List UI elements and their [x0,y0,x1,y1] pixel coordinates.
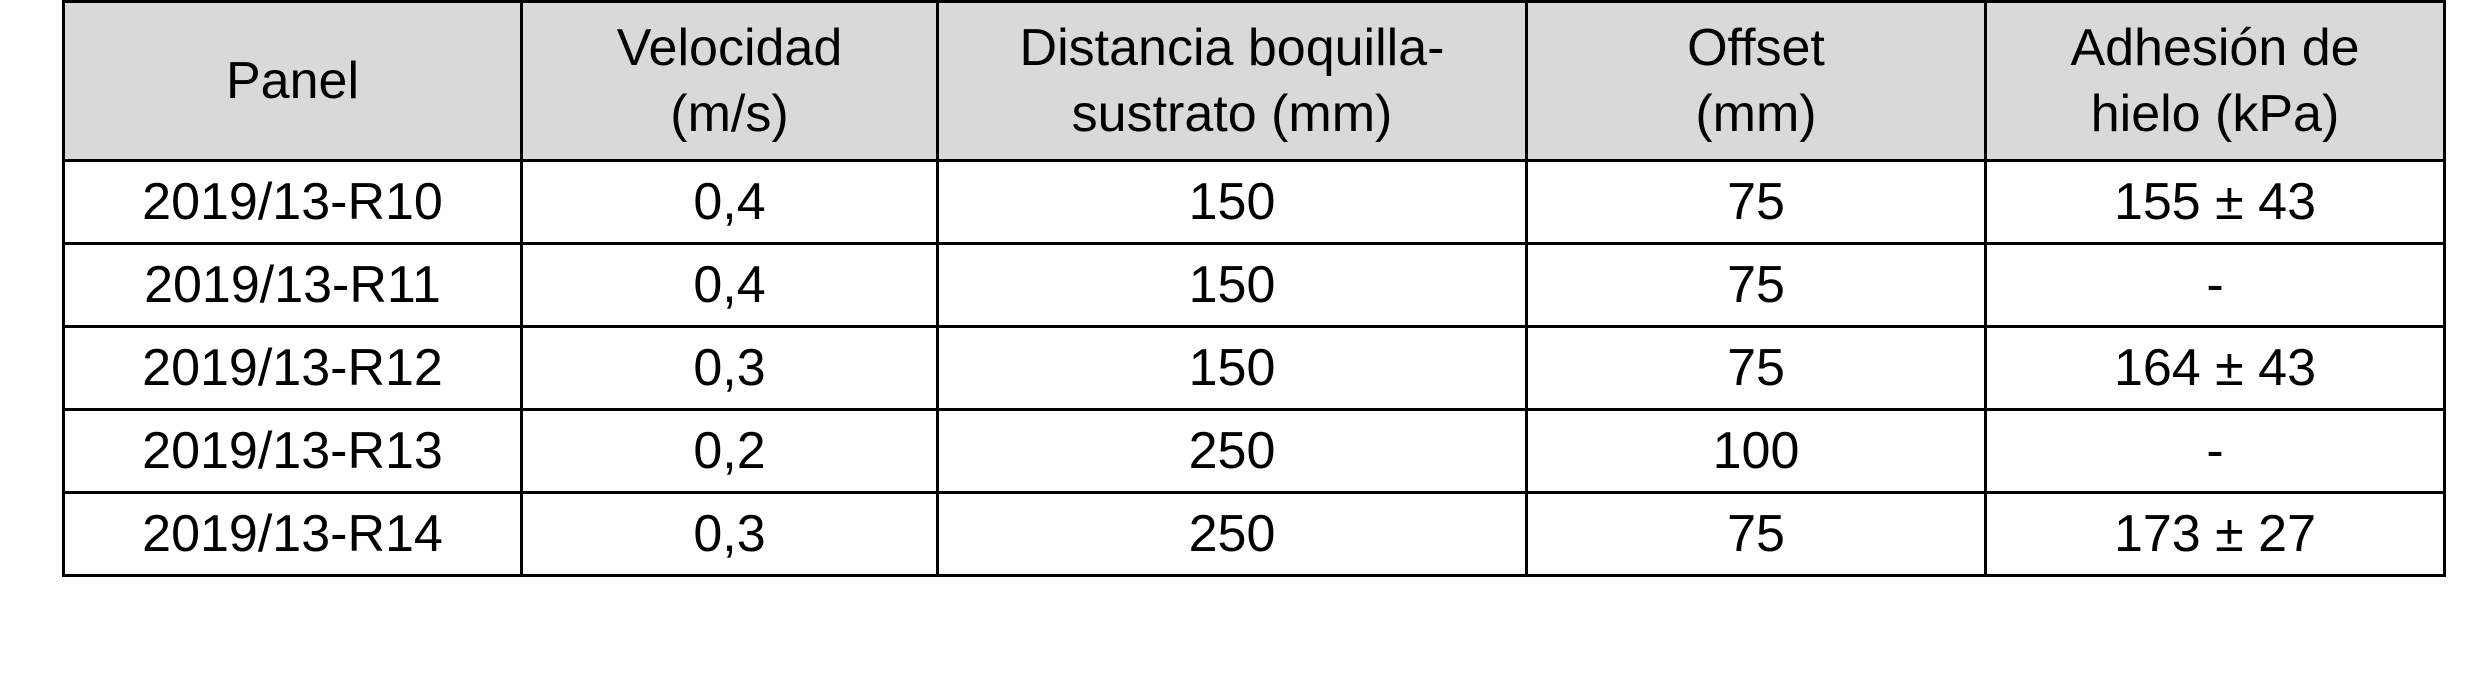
cell-panel: 2019/13-R13 [62,408,523,494]
cell-adhesion: 155 ± 43 [1984,159,2446,245]
cell-velocidad: 0,4 [520,159,939,245]
header-text: Panel [226,52,359,110]
header-text: hielo (kPa) [2090,85,2340,143]
cell-velocidad: 0,2 [520,408,939,494]
header-text: Adhesión de [2070,19,2360,77]
cell-distancia: 150 [936,242,1528,328]
header-text: Velocidad [616,19,843,77]
cell-distancia: 250 [936,408,1528,494]
header-panel: Panel [62,0,523,162]
cell-panel: 2019/13-R11 [62,242,523,328]
header-text: Offset [1687,19,1825,77]
data-table: Panel Velocidad (m/s) Distancia boquilla-… [62,0,2446,577]
header-text: sustrato (mm) [1071,85,1393,143]
cell-panel: 2019/13-R10 [62,159,523,245]
header-row: Panel Velocidad (m/s) Distancia boquilla-… [62,0,2446,162]
cell-offset: 75 [1525,159,1987,245]
cell-adhesion: 164 ± 43 [1984,325,2446,411]
header-text: Distancia boquilla- [1019,19,1445,77]
cell-distancia: 150 [936,159,1528,245]
header-text: (m/s) [670,85,789,143]
table-row: 2019/13-R10 0,4 150 75 155 ± 43 [62,159,2446,245]
cell-offset: 100 [1525,408,1987,494]
cell-adhesion: 173 ± 27 [1984,491,2446,577]
header-offset: Offset (mm) [1525,0,1987,162]
cell-velocidad: 0,3 [520,491,939,577]
cell-distancia: 150 [936,325,1528,411]
cell-offset: 75 [1525,325,1987,411]
header-adhesion: Adhesión de hielo (kPa) [1984,0,2446,162]
table-row: 2019/13-R13 0,2 250 100- [62,408,2446,494]
cell-panel: 2019/13-R12 [62,325,523,411]
header-distancia: Distancia boquilla-sustrato (mm) [936,0,1528,162]
cell-adhesion: - [1984,242,2446,328]
cell-velocidad: 0,4 [520,242,939,328]
table-row: 2019/13-R14 0,3 250 75 173 ± 27 [62,491,2446,577]
cell-velocidad: 0,3 [520,325,939,411]
header-text: (mm) [1695,85,1817,143]
cell-adhesion: - [1984,408,2446,494]
cell-distancia: 250 [936,491,1528,577]
cell-panel: 2019/13-R14 [62,491,523,577]
cell-offset: 75 [1525,242,1987,328]
cell-offset: 75 [1525,491,1987,577]
table-row: 2019/13-R11 0,4 150 75- [62,242,2446,328]
header-velocidad: Velocidad (m/s) [520,0,939,162]
table-row: 2019/13-R12 0,3 150 75 164 ± 43 [62,325,2446,411]
